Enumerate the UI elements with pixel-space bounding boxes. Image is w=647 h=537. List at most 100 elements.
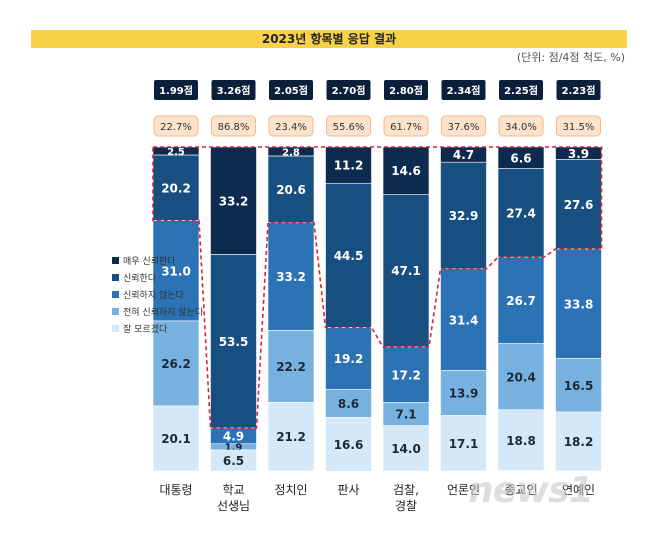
trust-rate-label: 86.8% <box>218 122 250 133</box>
bar-segment <box>382 425 430 472</box>
legend-swatch <box>112 257 119 264</box>
category-label: 언론인 <box>447 483 480 497</box>
data-label: 4.7 <box>453 148 474 162</box>
score-badge <box>269 80 313 100</box>
data-label: 16.5 <box>564 379 594 393</box>
trust-rate-label: 55.6% <box>333 122 365 133</box>
legend-label: 신뢰한다 <box>123 274 157 284</box>
bar-segment <box>325 389 372 418</box>
trust-rate-label: 37.6% <box>448 122 480 133</box>
data-label: 27.4 <box>506 206 536 220</box>
trust-rate-badge <box>326 115 371 137</box>
data-label: 17.1 <box>449 437 479 451</box>
category-label: 연예인 <box>562 483 595 497</box>
data-label: 6.6 <box>510 151 531 165</box>
data-label: 20.6 <box>276 183 306 197</box>
legend-swatch <box>112 291 119 298</box>
data-label: 44.5 <box>334 249 364 263</box>
score-badge <box>154 80 198 100</box>
bar-segment <box>497 409 545 471</box>
bar-segment <box>152 220 200 322</box>
category-label: 학교 <box>222 483 244 497</box>
category-label: 대통령 <box>159 483 192 497</box>
bar-segment <box>440 415 487 472</box>
legend-swatch <box>112 274 119 281</box>
data-label: 33.8 <box>564 297 594 311</box>
bar-segment <box>210 449 257 472</box>
trust-rate-label: 23.4% <box>275 122 307 133</box>
bar-segment <box>152 154 200 221</box>
legend-item: 잘 모르겠다 <box>112 320 203 337</box>
data-label: 2.8 <box>282 147 300 158</box>
trust-rate-badge <box>383 115 429 137</box>
data-label: 20.1 <box>161 432 191 446</box>
category-label: 검찰, <box>393 483 419 497</box>
score-label: 1.99점 <box>159 85 193 97</box>
legend-item: 신뢰하지 않는다 <box>112 286 203 303</box>
data-label: 8.6 <box>338 397 359 411</box>
data-label: 6.5 <box>223 454 244 468</box>
data-label: 26.7 <box>506 294 536 308</box>
data-label: 3.9 <box>568 147 589 161</box>
trust-rate-badge <box>153 115 199 137</box>
data-label: 20.2 <box>161 181 191 195</box>
data-label: 33.2 <box>219 194 249 208</box>
trust-rate-label: 31.5% <box>563 122 595 133</box>
trust-rate-badge <box>556 115 601 137</box>
data-label: 17.2 <box>391 368 421 382</box>
data-label: 53.5 <box>219 335 249 349</box>
legend-item: 전혀 신뢰하지 않는다 <box>112 303 203 320</box>
data-label: 26.2 <box>161 357 191 371</box>
legend-label: 전혀 신뢰하지 않는다 <box>123 308 204 318</box>
trust-rate-label: 22.7% <box>160 122 192 133</box>
score-label: 2.23점 <box>562 85 596 97</box>
bar-segment <box>497 256 545 344</box>
legend-item: 매우 신뢰한다 <box>112 252 203 269</box>
trust-rate-label: 34.0% <box>505 122 537 133</box>
trust-rate-badge <box>211 115 256 137</box>
legend-label: 잘 모르겠다 <box>123 325 168 335</box>
data-label: 4.9 <box>223 429 244 443</box>
data-label: 18.8 <box>506 434 536 448</box>
data-label: 31.0 <box>161 264 191 278</box>
score-label: 2.70점 <box>332 85 366 97</box>
legend-item: 신뢰한다 <box>112 269 203 286</box>
category-label: 종교인 <box>504 483 537 497</box>
category-label: 판사 <box>337 483 359 497</box>
score-badge <box>211 80 256 100</box>
bar-segment <box>210 254 257 429</box>
data-label: 7.1 <box>395 408 416 422</box>
data-label: 21.2 <box>276 430 306 444</box>
score-badge <box>499 80 543 100</box>
bar-segment <box>325 417 372 472</box>
legend-swatch <box>112 325 119 332</box>
legend: 매우 신뢰한다 신뢰한다 신뢰하지 않는다 전혀 신뢰하지 않는다 잘 모르겠다 <box>112 252 203 337</box>
data-label: 20.4 <box>506 370 536 384</box>
score-badge <box>556 80 601 100</box>
data-label: 22.2 <box>276 360 306 374</box>
bar-segment <box>382 146 430 195</box>
data-label: 33.2 <box>276 270 306 284</box>
data-label: 27.6 <box>564 198 594 212</box>
score-label: 2.25점 <box>504 85 538 97</box>
score-label: 2.34점 <box>447 85 481 97</box>
data-label: 31.4 <box>449 313 479 327</box>
bar-segment <box>267 155 315 224</box>
trust-rate-badge <box>441 115 486 137</box>
category-label: 선생님 <box>217 499 250 513</box>
data-label: 32.9 <box>449 209 479 223</box>
legend-label: 매우 신뢰한다 <box>123 257 176 267</box>
score-label: 3.26점 <box>217 85 251 97</box>
data-label: 18.2 <box>564 435 594 449</box>
trust-rate-badge <box>268 115 314 137</box>
category-label: 경찰 <box>395 499 417 513</box>
data-label: 14.6 <box>391 164 421 178</box>
score-badge <box>384 80 428 100</box>
legend-swatch <box>112 308 119 315</box>
bar-segment <box>267 222 315 331</box>
bar-segment <box>267 402 315 472</box>
data-label: 1.9 <box>225 443 243 454</box>
bar-segment <box>555 159 602 250</box>
score-badge <box>326 80 371 100</box>
